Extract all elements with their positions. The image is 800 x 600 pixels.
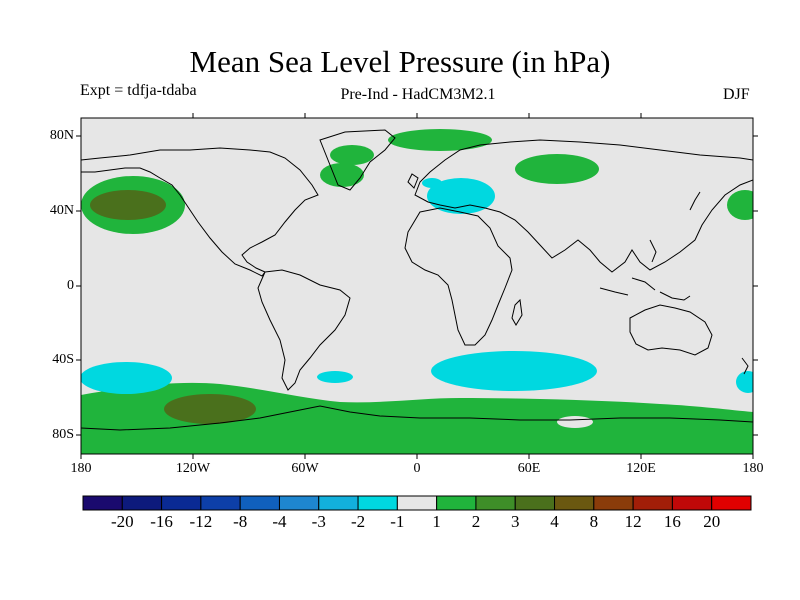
colorbar-swatch xyxy=(671,495,713,511)
colorbar-label: -4 xyxy=(272,512,287,531)
south-pacific-low xyxy=(81,362,172,394)
colorbar-label: -1 xyxy=(390,512,405,531)
north-pacific-high-core xyxy=(90,190,166,220)
anomaly-shading xyxy=(81,129,753,454)
colorbar-swatch xyxy=(514,495,556,511)
lon-label-180e: 180 xyxy=(742,461,764,476)
lon-label-120w: 120W xyxy=(175,461,211,476)
colorbar-label: 12 xyxy=(624,512,642,531)
lat-label-80n: 80N xyxy=(49,128,74,143)
colorbar-swatch xyxy=(161,495,202,511)
colorbar-label: 2 xyxy=(471,512,481,531)
colorbar-label: -8 xyxy=(233,512,248,531)
lat-label-0: 0 xyxy=(67,278,74,293)
colorbar-swatch xyxy=(475,495,516,511)
colorbar-swatch xyxy=(200,495,241,511)
lon-label-60w: 60W xyxy=(291,461,319,476)
siberia-high xyxy=(515,154,599,184)
colorbar-label: -16 xyxy=(150,512,173,531)
colorbar-swatch xyxy=(396,495,438,511)
colorbar-label: -20 xyxy=(110,512,134,531)
colorbar-swatch xyxy=(436,495,477,511)
colorbar-swatch xyxy=(357,495,398,511)
model-subtitle: Pre-Ind - HadCM3M2.1 xyxy=(340,86,496,103)
west-pacific-high-edge xyxy=(727,190,753,220)
colorbar-label: -12 xyxy=(189,512,213,531)
experiment-label: Expt = tdfja-tdaba xyxy=(80,82,197,99)
south-atlantic-low xyxy=(317,371,353,383)
lon-ticks xyxy=(80,113,754,459)
north-atlantic-low xyxy=(422,178,442,188)
colorbar-label: 1 xyxy=(432,512,441,531)
coastlines xyxy=(81,129,753,431)
colorbar-swatch xyxy=(278,495,320,511)
colorbar-swatch xyxy=(711,495,752,511)
colorbar-label: 3 xyxy=(510,512,520,531)
lat-label-80s: 80S xyxy=(52,427,74,442)
colorbar-label: 4 xyxy=(550,512,559,531)
colorbar-label: 16 xyxy=(663,512,681,531)
lat-ticks xyxy=(76,135,758,436)
colorbar-swatch xyxy=(318,495,359,511)
season-label: DJF xyxy=(723,86,750,103)
colorbar-swatch xyxy=(632,495,673,511)
south-pacific-high-core xyxy=(164,394,256,424)
antarctic-gap xyxy=(557,416,593,428)
lon-label-0: 0 xyxy=(413,461,421,476)
europe-low xyxy=(427,178,495,214)
colorbar-label: 20 xyxy=(703,512,721,531)
chart-title: Mean Sea Level Pressure (in hPa) xyxy=(189,44,611,79)
southern-ocean-high xyxy=(81,382,753,454)
colorbar-swatch xyxy=(239,495,280,511)
colorbar-swatch xyxy=(82,495,123,511)
lon-label-120e: 120E xyxy=(626,461,656,476)
lat-label-40n: 40N xyxy=(49,203,74,218)
colorbar-label: -3 xyxy=(311,512,326,531)
lat-label-40s: 40S xyxy=(52,352,74,367)
colorbar-label: -2 xyxy=(350,512,366,531)
arctic-high-a xyxy=(330,145,374,165)
colorbar-swatch xyxy=(554,495,595,511)
colorbar-swatch xyxy=(121,495,163,511)
lon-label-60e: 60E xyxy=(517,461,541,476)
south-indian-low xyxy=(431,351,597,391)
colorbar-label: 8 xyxy=(589,512,599,531)
tasman-low xyxy=(736,371,753,393)
arctic-high-b xyxy=(388,129,492,151)
lon-label-180w: 180 xyxy=(70,461,92,476)
colorbar-swatch xyxy=(593,495,634,511)
colorbar xyxy=(82,495,752,511)
greenland-high xyxy=(320,163,364,187)
